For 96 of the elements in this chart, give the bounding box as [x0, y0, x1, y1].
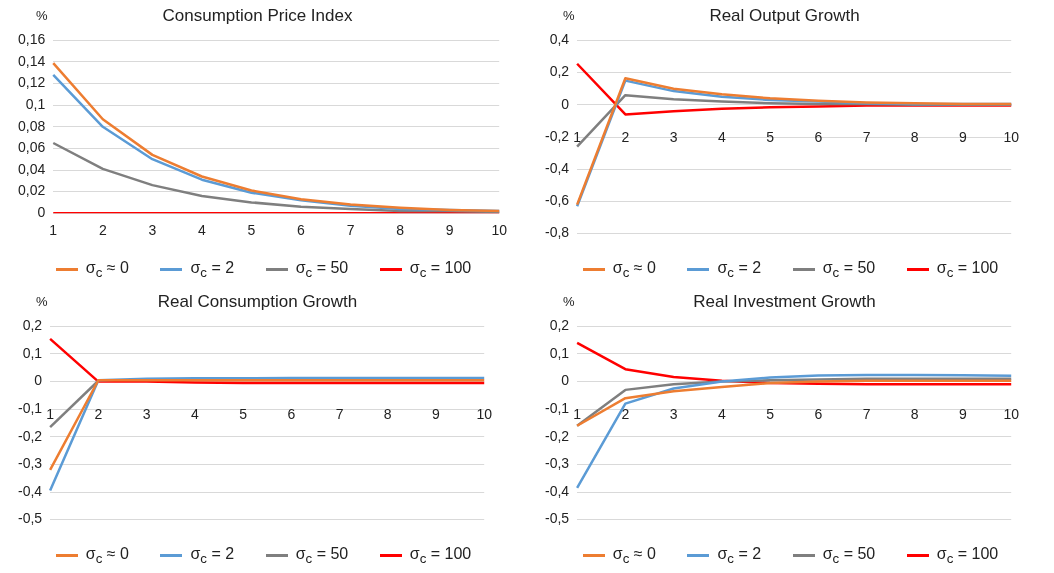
x-tick-label: 10 — [1003, 405, 1020, 422]
x-tick-label: 4 — [717, 405, 726, 422]
y-tick-label: 0,06 — [18, 139, 46, 156]
y-tick-label: -0,4 — [18, 482, 43, 499]
legend-label: σ$_{c}$ = 100 — [409, 544, 472, 566]
x-tick-label: 4 — [717, 129, 726, 146]
legend-label: σ$_{c}$ = 50 — [295, 544, 349, 566]
legend-label: σ$_{c}$ = 2 — [717, 544, 762, 566]
x-tick-label: 9 — [445, 222, 454, 239]
x-tick-label: 10 — [476, 405, 493, 422]
legend-label: σ$_{c}$ = 100 — [936, 544, 999, 566]
x-tick-label: 1 — [46, 405, 55, 422]
y-tick-label: -0,2 — [18, 427, 43, 444]
legend-label: σ$_{c}$ = 100 — [936, 258, 999, 280]
x-tick-label: 4 — [198, 222, 206, 239]
x-tick-label: 1 — [49, 222, 58, 239]
legend-label: σ$_{c}$ = 2 — [190, 544, 235, 566]
y-axis-title: % — [563, 294, 575, 309]
y-tick-label: 0 — [37, 204, 46, 221]
y-tick-label: 0,2 — [549, 63, 570, 80]
x-tick-label: 8 — [396, 222, 405, 239]
x-tick-label: 3 — [669, 129, 678, 146]
y-tick-label: -0,1 — [18, 400, 43, 417]
y-tick-label: 0,14 — [18, 52, 46, 69]
y-axis-title: % — [36, 8, 48, 23]
x-tick-label: 3 — [669, 405, 678, 422]
y-tick-label: 0,2 — [549, 317, 570, 334]
x-tick-label: 6 — [814, 129, 823, 146]
x-tick-label: 7 — [862, 405, 871, 422]
y-tick-label: -0,2 — [545, 427, 570, 444]
x-tick-label: 9 — [959, 129, 968, 146]
x-tick-label: 9 — [959, 405, 968, 422]
x-tick-label: 8 — [910, 405, 919, 422]
y-tick-label: -0,4 — [545, 482, 570, 499]
y-tick-label: 0,02 — [18, 182, 46, 199]
y-tick-label: 0,1 — [25, 96, 46, 113]
x-tick-label: 1 — [573, 129, 582, 146]
x-tick-label: 1 — [573, 405, 582, 422]
x-tick-label: 4 — [190, 405, 199, 422]
x-tick-label: 5 — [766, 129, 775, 146]
y-tick-label: -0,5 — [18, 510, 43, 527]
legend-label: σ$_{c}$ ≈ 0 — [85, 258, 129, 280]
y-axis-title: % — [563, 8, 575, 23]
x-tick-label: 10 — [1003, 129, 1020, 146]
y-tick-label: 0 — [34, 372, 43, 389]
x-tick-label: 5 — [247, 222, 256, 239]
y-tick-label: 0,1 — [22, 344, 43, 361]
x-tick-label: 6 — [297, 222, 306, 239]
y-axis-title: % — [36, 294, 48, 309]
legend-label: σ$_{c}$ = 2 — [190, 258, 235, 280]
legend-label: σ$_{c}$ = 2 — [717, 258, 762, 280]
x-tick-label: 8 — [910, 129, 919, 146]
legend-label: σ$_{c}$ = 100 — [409, 258, 472, 280]
y-tick-label: 0,16 — [18, 31, 46, 48]
y-tick-label: -0,3 — [545, 455, 570, 472]
legend-label: σ$_{c}$ ≈ 0 — [612, 544, 656, 566]
legend-label: σ$_{c}$ ≈ 0 — [85, 544, 129, 566]
y-tick-label: 0,08 — [18, 117, 46, 134]
y-tick-label: -0,5 — [545, 510, 570, 527]
y-tick-label: -0,8 — [545, 224, 570, 241]
y-tick-label: 0 — [561, 95, 570, 112]
chart-title: Real Output Growth — [709, 5, 860, 25]
y-tick-label: 0,2 — [22, 317, 43, 334]
x-tick-label: 6 — [814, 405, 823, 422]
y-tick-label: -0,3 — [18, 455, 43, 472]
y-tick-label: -0,1 — [545, 400, 570, 417]
x-tick-label: 8 — [383, 405, 392, 422]
x-tick-label: 7 — [335, 405, 344, 422]
y-tick-label: -0,4 — [545, 160, 570, 177]
x-tick-label: 3 — [148, 222, 157, 239]
y-tick-label: 0,1 — [549, 344, 570, 361]
y-tick-label: 0,4 — [549, 31, 570, 48]
x-tick-label: 7 — [346, 222, 355, 239]
x-tick-label: 7 — [862, 129, 871, 146]
y-tick-label: 0,04 — [18, 160, 46, 177]
y-tick-label: 0,12 — [18, 74, 46, 91]
x-tick-label: 2 — [621, 129, 630, 146]
x-tick-label: 6 — [287, 405, 296, 422]
x-tick-label: 2 — [94, 405, 103, 422]
chart-title: Real Investment Growth — [693, 291, 876, 311]
legend-label: σ$_{c}$ ≈ 0 — [612, 258, 656, 280]
x-tick-label: 5 — [766, 405, 775, 422]
x-tick-label: 2 — [621, 405, 630, 422]
x-tick-label: 3 — [142, 405, 151, 422]
legend-label: σ$_{c}$ = 50 — [822, 544, 876, 566]
x-tick-label: 9 — [432, 405, 441, 422]
legend-label: σ$_{c}$ = 50 — [822, 258, 876, 280]
y-tick-label: -0,2 — [545, 127, 570, 144]
x-tick-label: 10 — [491, 222, 508, 239]
chart-title: Real Consumption Growth — [157, 291, 358, 311]
x-tick-label: 5 — [239, 405, 248, 422]
y-tick-label: -0,6 — [545, 192, 570, 209]
x-tick-label: 2 — [98, 222, 107, 239]
legend-label: σ$_{c}$ = 50 — [295, 258, 349, 280]
y-tick-label: 0 — [561, 372, 570, 389]
chart-title: Consumption Price Index — [162, 5, 353, 25]
